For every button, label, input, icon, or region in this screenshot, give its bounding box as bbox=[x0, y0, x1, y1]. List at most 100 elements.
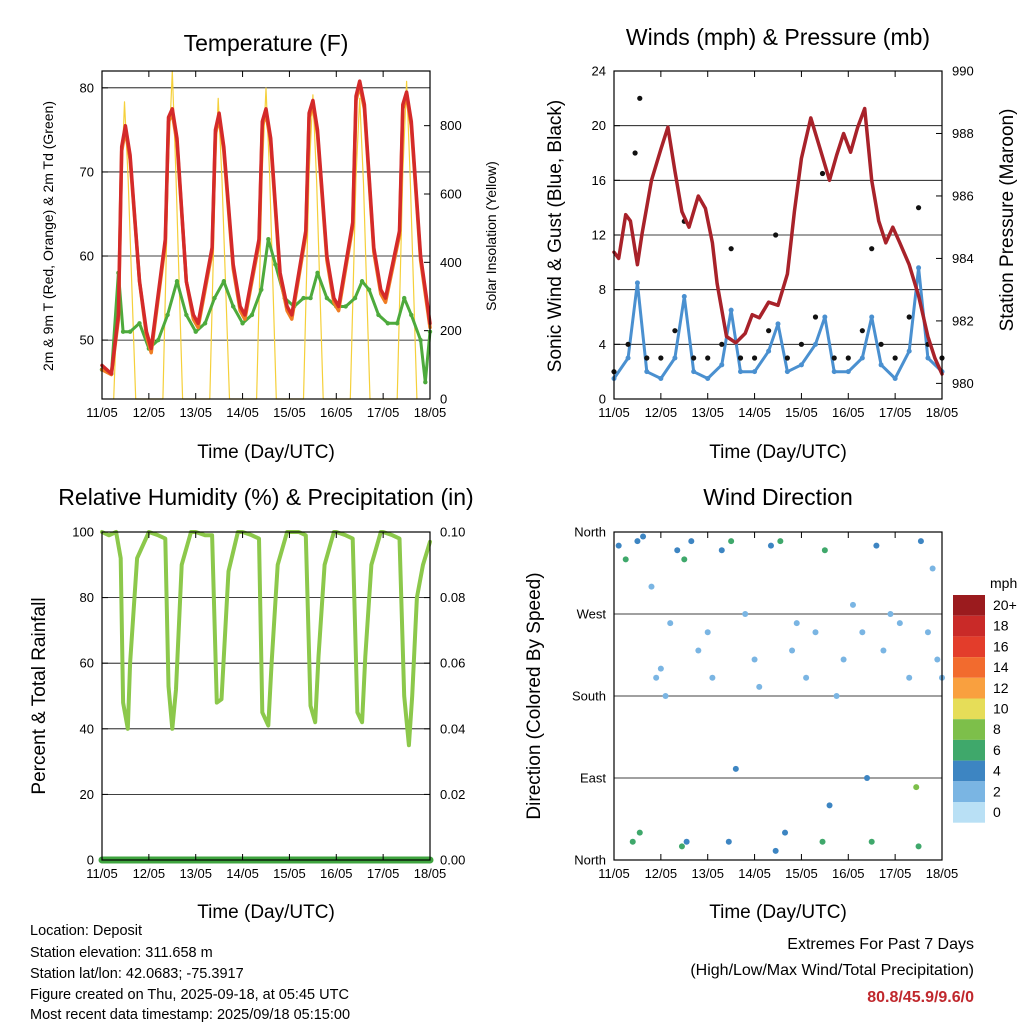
dewpoint-point bbox=[221, 279, 227, 284]
dewpoint-point bbox=[409, 312, 414, 318]
sonic-wind-point bbox=[859, 355, 865, 361]
speed-legend-swatch bbox=[953, 781, 985, 802]
sonic-wind-point bbox=[681, 294, 687, 299]
sonic-wind-point bbox=[869, 314, 875, 320]
direction-point bbox=[924, 629, 931, 636]
direction-point bbox=[840, 656, 847, 663]
x-tick-label: 11/05 bbox=[86, 405, 118, 420]
speed-legend-swatch bbox=[953, 657, 985, 678]
gust-point bbox=[658, 355, 664, 361]
gust-point bbox=[644, 355, 650, 361]
direction-point bbox=[681, 556, 688, 563]
direction-point bbox=[859, 629, 866, 636]
direction-tick-label: West bbox=[577, 607, 607, 622]
gust-point bbox=[691, 355, 697, 361]
x-tick-label: 18/05 bbox=[414, 866, 447, 881]
direction-point bbox=[634, 538, 641, 545]
x-tick-label: 16/05 bbox=[832, 866, 865, 881]
temperature-y2label: Solar Insolation (Yellow) bbox=[483, 161, 499, 311]
direction-point bbox=[653, 674, 660, 681]
sonic-wind-point bbox=[892, 376, 898, 381]
direction-point bbox=[728, 538, 735, 545]
temperature-xlabel: Time (Day/UTC) bbox=[197, 442, 335, 463]
x-tick-label: 15/05 bbox=[785, 866, 818, 881]
dewpoint-point bbox=[240, 321, 245, 326]
x-tick-label: 16/05 bbox=[320, 866, 353, 881]
dewpoint-point bbox=[249, 312, 255, 318]
speed-legend-label: 14 bbox=[993, 659, 1009, 675]
y-tick-label: 8 bbox=[599, 282, 606, 297]
sonic-wind-point bbox=[625, 355, 631, 361]
dewpoint-point bbox=[259, 287, 264, 292]
gust-point bbox=[632, 150, 638, 156]
gust-point bbox=[784, 355, 790, 361]
x-tick-label: 18/05 bbox=[414, 405, 447, 420]
info-created: Figure created on Thu, 2025-09-18, at 05… bbox=[30, 987, 349, 1003]
humidity-ylabel: Percent & Total Rainfall bbox=[29, 597, 50, 794]
x-tick-label: 13/05 bbox=[691, 866, 724, 881]
dewpoint-point bbox=[308, 295, 313, 301]
x-tick-label: 16/05 bbox=[320, 405, 353, 420]
direction-point bbox=[688, 538, 695, 545]
sonic-wind-point bbox=[644, 369, 650, 375]
humidity-xlabel: Time (Day/UTC) bbox=[197, 902, 335, 923]
x-tick-label: 14/05 bbox=[226, 866, 259, 881]
gust-point bbox=[915, 205, 922, 211]
dewpoint-point bbox=[324, 295, 330, 301]
sonic-wind-point bbox=[925, 355, 931, 361]
dewpoint-point bbox=[366, 287, 372, 292]
direction-point bbox=[629, 838, 636, 845]
direction-point bbox=[803, 674, 810, 681]
speed-legend-swatch bbox=[953, 760, 985, 782]
dewpoint-point bbox=[352, 295, 358, 301]
direction-point bbox=[636, 829, 643, 836]
x-tick-label: 18/05 bbox=[926, 866, 959, 881]
sonic-wind-point bbox=[784, 369, 790, 375]
x-tick-label: 12/05 bbox=[645, 866, 678, 881]
y-tick-label: 60 bbox=[80, 656, 94, 671]
sonic-wind-point bbox=[672, 355, 678, 361]
y-tick-label: 60 bbox=[80, 249, 94, 264]
sonic-wind-point bbox=[738, 369, 744, 375]
y2-tick-label: 800 bbox=[440, 118, 462, 133]
y2-tick-label: 988 bbox=[952, 126, 974, 141]
plot-frame bbox=[101, 70, 431, 400]
direction-point bbox=[725, 838, 732, 845]
direction-point bbox=[782, 829, 789, 836]
y-tick-label: 20 bbox=[80, 787, 94, 802]
y-tick-label: 70 bbox=[80, 164, 94, 179]
y2-tick-label: 0.10 bbox=[440, 525, 465, 540]
direction-point bbox=[913, 784, 920, 791]
speed-legend-swatch bbox=[953, 739, 985, 761]
wind-direction-ylabel: Direction (Colored By Speed) bbox=[524, 572, 545, 819]
direction-point bbox=[683, 838, 690, 845]
direction-point bbox=[678, 843, 685, 850]
direction-tick-label: North bbox=[574, 525, 606, 540]
winds-title: Winds (mph) & Pressure (mb) bbox=[626, 24, 930, 50]
direction-point bbox=[704, 629, 711, 636]
temperature-panel: Temperature (F) 2m & 9m T (Red, Orange) … bbox=[40, 30, 499, 463]
direction-point bbox=[772, 847, 779, 854]
sonic-wind-point bbox=[798, 362, 804, 368]
t2m-line bbox=[100, 79, 432, 376]
direction-tick-label: East bbox=[580, 771, 606, 786]
winds-y2label: Station Pressure (Maroon) bbox=[997, 109, 1018, 332]
y-tick-label: 80 bbox=[80, 80, 94, 95]
gust-point bbox=[672, 328, 678, 334]
dewpoint-point bbox=[385, 321, 391, 326]
y2-tick-label: 0.02 bbox=[440, 787, 465, 802]
x-tick-label: 14/05 bbox=[226, 405, 259, 420]
speed-legend-title: mph bbox=[990, 575, 1017, 591]
y2-tick-label: 200 bbox=[440, 323, 462, 338]
direction-point bbox=[906, 674, 913, 681]
direction-point bbox=[718, 547, 725, 554]
info-elevation: Station elevation: 311.658 m bbox=[30, 945, 213, 961]
winds-xlabel: Time (Day/UTC) bbox=[709, 442, 847, 463]
sonic-wind-point bbox=[719, 362, 725, 368]
wind-direction-panel: Wind Direction Direction (Colored By Spe… bbox=[524, 484, 1017, 923]
sonic-wind-point bbox=[752, 369, 758, 375]
sonic-wind-point bbox=[916, 265, 922, 271]
y2-tick-label: 600 bbox=[440, 187, 462, 202]
sonic-wind-point bbox=[728, 307, 734, 313]
sonic-wind-point bbox=[845, 369, 851, 375]
